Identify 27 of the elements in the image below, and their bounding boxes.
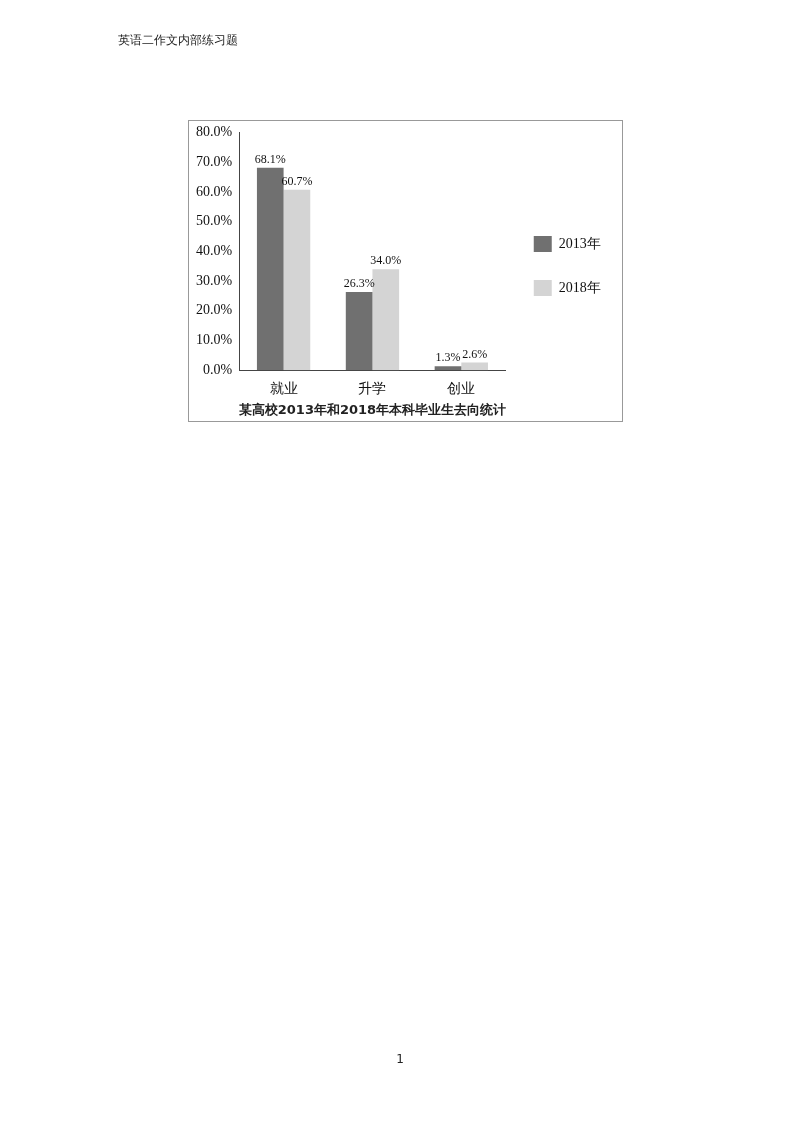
x-tick-label: 就业 [269, 381, 298, 397]
legend-label: 2018年 [558, 279, 601, 295]
text: 英语二作文内部练习题 [118, 32, 238, 49]
bar [345, 292, 373, 371]
bar [461, 362, 488, 371]
y-tick-label: 10.0% [195, 332, 233, 348]
data-label: 34.0% [370, 253, 402, 268]
y-tick-label: 70.0% [195, 153, 233, 169]
data-label: 1.3% [435, 350, 461, 365]
y-tick-label: 60.0% [195, 183, 233, 199]
text: 某高校2013年和2018年本科毕业生去向统计 [237, 401, 507, 417]
legend-label: 2013年 [558, 235, 601, 251]
bar [434, 366, 462, 371]
bar [256, 167, 284, 371]
bar [283, 189, 311, 371]
data-label: 2.6% [462, 346, 488, 361]
x-tick-label: 创业 [447, 381, 476, 397]
y-tick-label: 30.0% [195, 272, 233, 288]
x-tick-label: 升学 [358, 381, 387, 397]
y-tick-label: 40.0% [195, 242, 233, 258]
y-tick-label: 20.0% [195, 302, 233, 318]
text: 1 [395, 1052, 405, 1066]
data-label: 68.1% [254, 151, 286, 166]
y-tick-label: 0.0% [202, 361, 233, 377]
y-tick-label: 50.0% [195, 213, 233, 229]
y-tick-label: 80.0% [195, 124, 233, 140]
data-label: 26.3% [343, 276, 375, 291]
